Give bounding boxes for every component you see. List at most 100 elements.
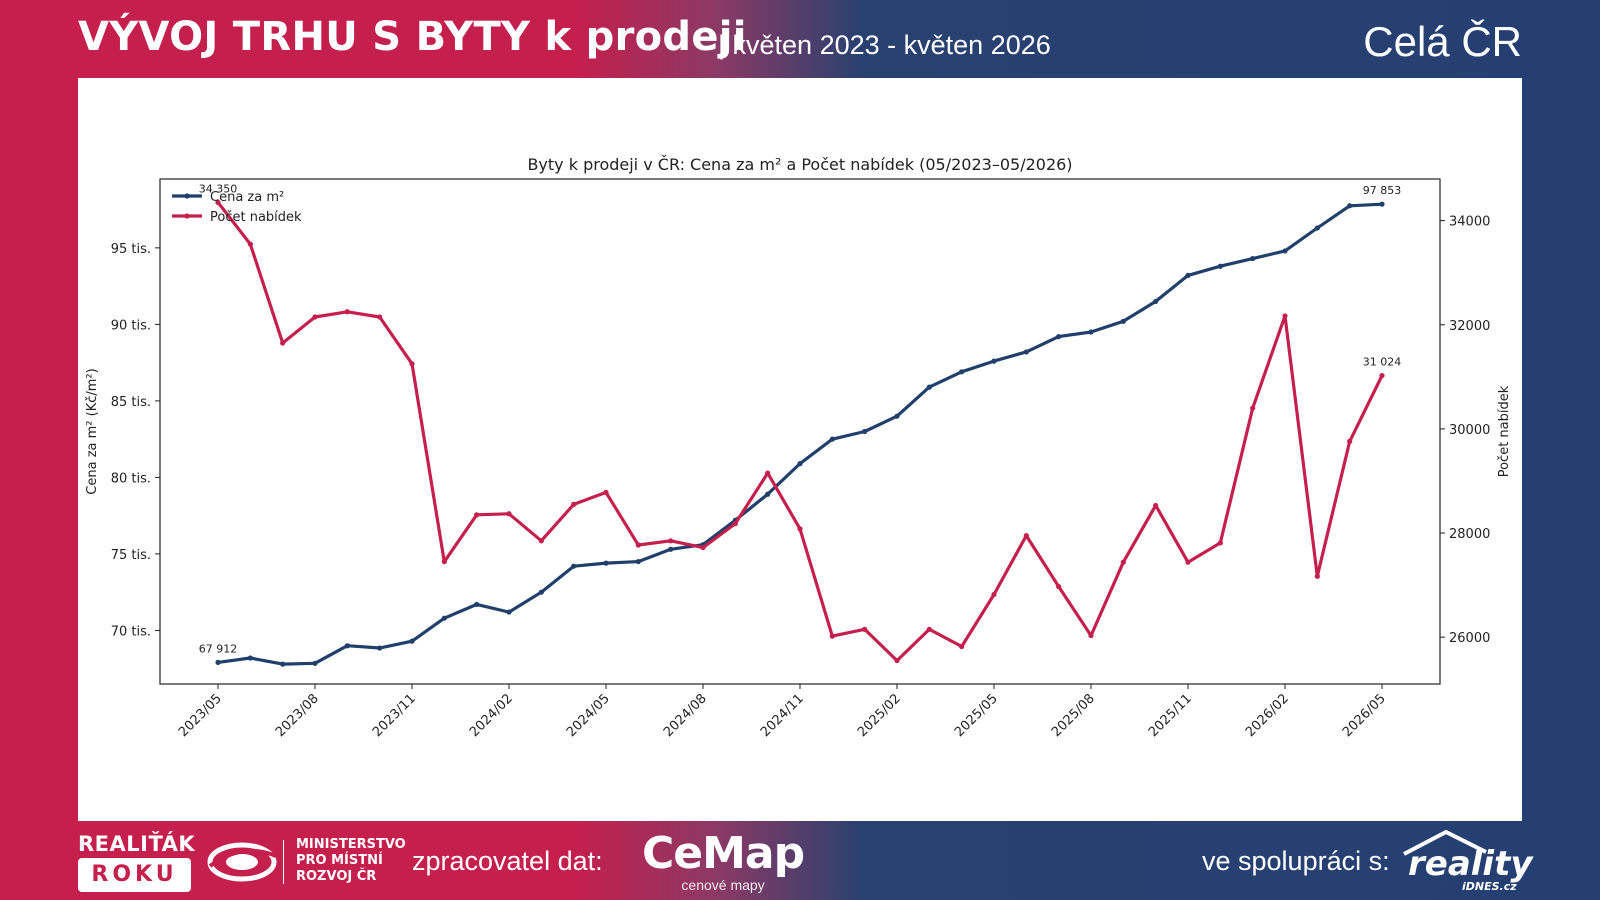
- data-point-1: [506, 511, 512, 517]
- series-line-0: [217, 202, 1383, 666]
- data-point-0: [1347, 203, 1353, 209]
- data-point-1: [474, 512, 480, 518]
- data-point-1: [247, 241, 253, 247]
- data-point-0: [829, 436, 835, 442]
- legend-label: Cena za m²: [210, 190, 284, 205]
- data-point-1: [668, 538, 674, 544]
- data-point-0: [765, 491, 771, 497]
- reality-logo: reality iDNES.cz: [1403, 828, 1533, 893]
- data-label: 67 912: [199, 642, 238, 655]
- x-axis-tick-label: 2024/11: [758, 691, 807, 740]
- data-point-0: [538, 589, 544, 595]
- reality-subtitle: iDNES.cz: [1462, 880, 1517, 893]
- data-label: 34 350: [199, 182, 238, 195]
- data-label: 97 853: [1363, 184, 1402, 197]
- data-point-1: [538, 538, 544, 544]
- data-point-0: [668, 546, 674, 552]
- data-point-0: [344, 643, 350, 649]
- ministry-emblem-icon: [204, 836, 285, 892]
- footer: REALIŤÁK ROKU MINISTERSTVO PRO MÍSTNÍ RO…: [0, 822, 1600, 900]
- data-point-0: [635, 558, 641, 565]
- page-title: VÝVOJ TRHU S BYTY k prodeji: [78, 14, 747, 60]
- data-point-0: [1282, 248, 1288, 254]
- chart: Byty k prodeji v ČR: Cena za m² a Počet …: [85, 155, 1512, 740]
- data-point-0: [959, 369, 965, 375]
- right-axis-tick-label: 30000: [1449, 423, 1490, 438]
- processor-label: zpracovatel dat:: [412, 846, 603, 876]
- x-axis-tick-label: 2024/02: [467, 691, 516, 740]
- x-axis-tick-label: 2024/08: [661, 691, 710, 740]
- data-point-0: [506, 609, 512, 615]
- data-point-0: [1088, 329, 1094, 335]
- right-axis-label: Počet nabídek: [1497, 385, 1512, 477]
- data-point-1: [215, 199, 221, 206]
- right-axis-tick-label: 34000: [1449, 215, 1490, 230]
- data-point-1: [1250, 405, 1256, 411]
- data-point-0: [1379, 201, 1385, 207]
- data-point-1: [344, 309, 350, 315]
- data-point-0: [1056, 334, 1062, 340]
- region-label: Celá ČR: [1363, 18, 1522, 65]
- x-axis-tick-label: 2023/11: [370, 691, 419, 740]
- data-point-1: [959, 643, 965, 650]
- data-point-0: [571, 563, 577, 569]
- award-bottom-text: ROKU: [78, 858, 191, 892]
- reality-name: reality: [1408, 844, 1533, 884]
- left-axis-tick-label: 75 tis.: [111, 548, 151, 563]
- award-logo: REALIŤÁK ROKU: [78, 832, 195, 892]
- data-point-1: [732, 521, 738, 527]
- data-point-1: [1056, 584, 1062, 590]
- data-point-0: [797, 461, 803, 467]
- data-point-1: [862, 626, 868, 632]
- x-axis-tick-label: 2025/11: [1146, 691, 1195, 740]
- data-point-0: [1250, 255, 1256, 262]
- data-point-1: [1347, 438, 1353, 444]
- data-label: 31 024: [1363, 356, 1402, 369]
- data-point-1: [312, 314, 318, 320]
- ministry-line: PRO MÍSTNÍ: [296, 853, 383, 868]
- data-point-1: [603, 489, 609, 496]
- date-range: | květen 2023 - květen 2026: [718, 30, 1051, 60]
- data-point-1: [377, 314, 383, 320]
- data-point-1: [1379, 372, 1385, 379]
- data-point-0: [1314, 225, 1320, 231]
- ministry-name: MINISTERSTVO PRO MÍSTNÍ ROZVOJ ČR: [296, 837, 406, 885]
- data-point-0: [441, 615, 447, 621]
- data-point-1: [1153, 502, 1159, 509]
- data-point-1: [991, 591, 997, 598]
- legend-marker: [184, 213, 190, 219]
- x-axis-tick-label: 2023/05: [176, 691, 225, 740]
- partner-label: ve spolupráci s:: [1202, 846, 1390, 876]
- x-axis-tick-label: 2025/08: [1049, 691, 1098, 740]
- data-point-1: [441, 559, 447, 565]
- data-point-1: [829, 633, 835, 639]
- x-axis-tick-label: 2026/02: [1243, 691, 1292, 740]
- data-point-1: [1120, 559, 1126, 565]
- data-point-0: [247, 655, 253, 661]
- data-point-1: [409, 361, 415, 367]
- right-axis-tick-label: 26000: [1449, 631, 1490, 646]
- data-point-1: [1088, 632, 1094, 639]
- left-axis-tick-label: 85 tis.: [111, 395, 151, 410]
- left-axis-tick-label: 80 tis.: [111, 471, 151, 486]
- x-axis-tick-label: 2025/05: [952, 691, 1001, 740]
- data-point-1: [571, 501, 577, 507]
- data-point-1: [1282, 313, 1288, 319]
- data-point-0: [926, 384, 932, 390]
- award-top-text: REALIŤÁK: [78, 832, 196, 856]
- data-point-1: [797, 526, 803, 532]
- left-axis-tick-label: 90 tis.: [111, 318, 151, 333]
- data-point-0: [1217, 263, 1223, 269]
- data-point-1: [926, 626, 932, 632]
- data-point-1: [1217, 540, 1223, 546]
- data-point-0: [377, 645, 383, 651]
- data-point-1: [280, 340, 286, 346]
- data-point-0: [894, 413, 900, 419]
- chart-panel: Byty k prodeji v ČR: Cena za m² a Počet …: [78, 78, 1522, 821]
- data-point-0: [215, 659, 221, 665]
- ministry-line: ROZVOJ ČR: [296, 869, 377, 884]
- data-point-0: [1023, 349, 1029, 355]
- x-axis-tick-label: 2026/05: [1340, 691, 1389, 740]
- right-axis-tick-label: 32000: [1449, 319, 1490, 334]
- ministry-line: MINISTERSTVO: [296, 837, 406, 852]
